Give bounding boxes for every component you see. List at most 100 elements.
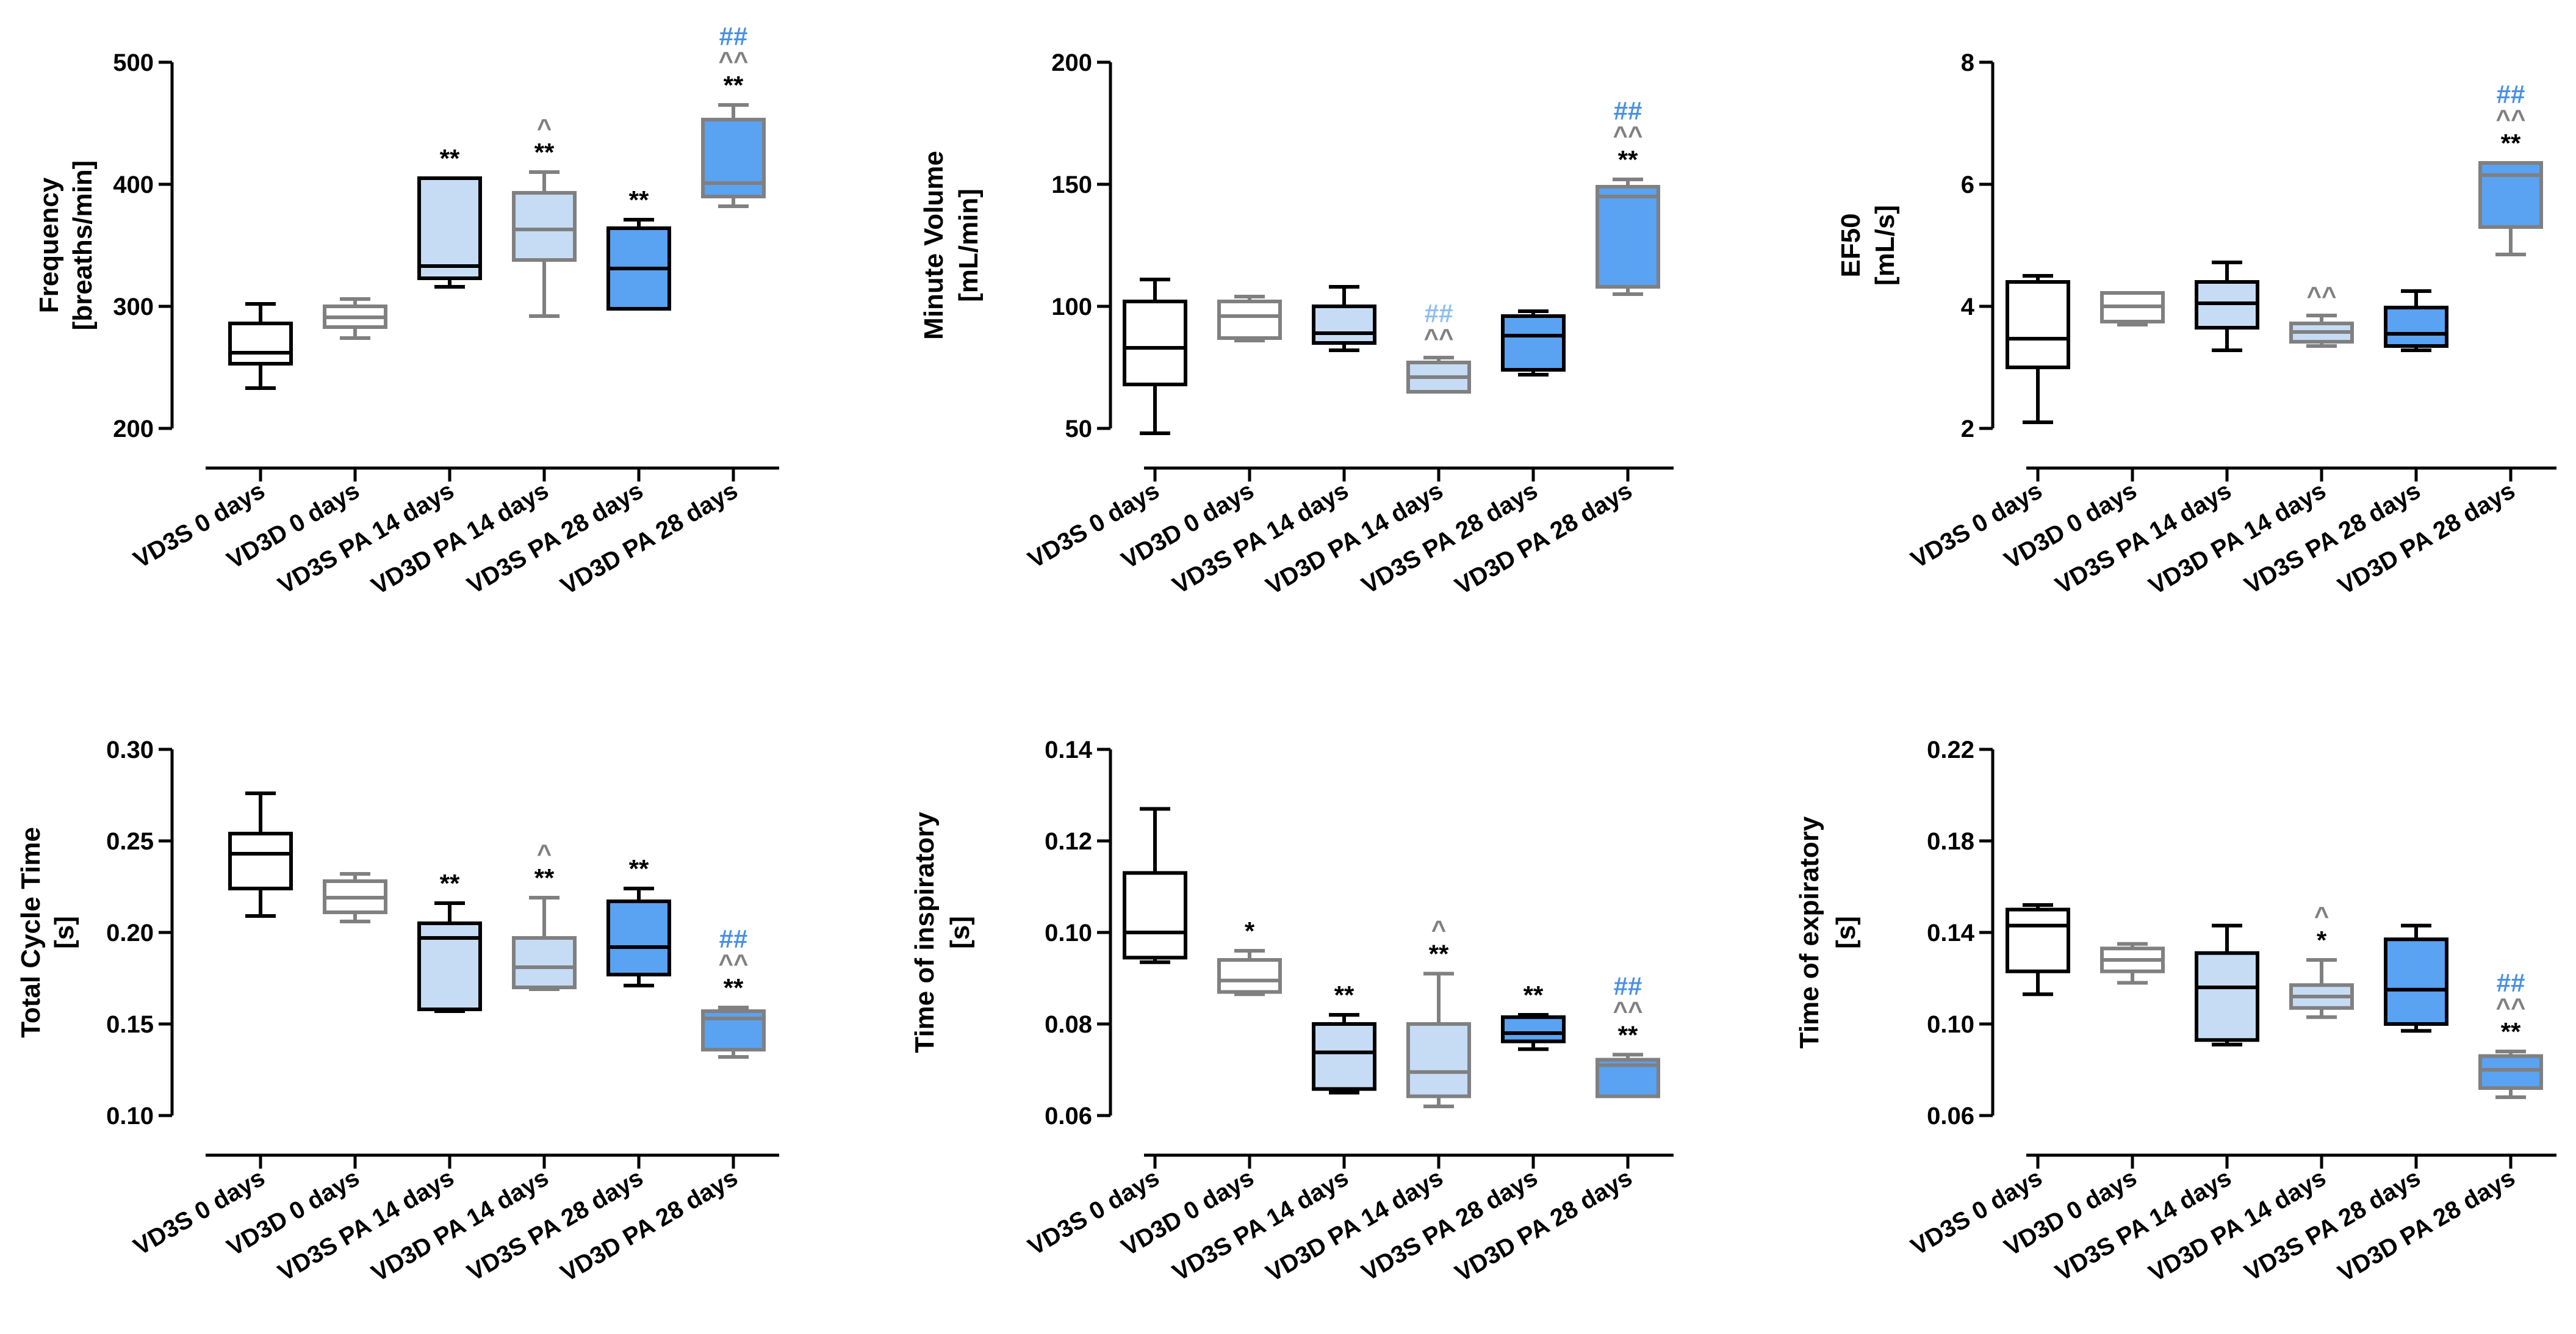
y-tick-label: 0.10	[106, 1103, 154, 1130]
significance-mark: **	[534, 138, 555, 167]
iqr-box	[1596, 185, 1660, 289]
panel-4: 0.10 0.15 0.20 0.25 0.30 Total Cycle Time [s] V…	[16, 737, 779, 1287]
x-tick-label: VD3S PA 28 days	[2240, 1164, 2425, 1286]
iqr-box	[2006, 907, 2070, 973]
significance-mark: **	[1429, 940, 1449, 968]
x-tick-label: VD3D PA 14 days	[367, 1164, 553, 1288]
y-tick-label: 150	[1051, 171, 1092, 198]
iqr-box	[606, 900, 671, 976]
x-tick-label: VD3S PA 28 days	[462, 1164, 647, 1286]
significance-mark: ^^	[2306, 281, 2336, 310]
significance-mark: **	[629, 186, 649, 214]
significance-mark: **	[1618, 145, 1638, 174]
box-6: **^^##	[2478, 968, 2543, 1099]
y-tick-label: 200	[113, 416, 154, 442]
x-tick-label: VD3S PA 28 days	[462, 477, 647, 599]
box-5: **	[606, 854, 671, 987]
iqr-box	[1501, 314, 1566, 372]
box-2	[323, 297, 387, 340]
y-tick-label: 0.25	[106, 828, 154, 855]
iqr-box	[1312, 305, 1376, 345]
significance-mark: ^	[2314, 901, 2330, 930]
box-3	[2195, 923, 2259, 1047]
y-tick-label: 2	[1961, 416, 1974, 442]
significance-mark: **	[440, 869, 460, 898]
y-tick-label: 0.06	[1927, 1103, 1974, 1130]
y-tick-label: 0.08	[1045, 1011, 1092, 1038]
significance-mark: ^	[537, 839, 552, 868]
y-axis-unit: [s]	[945, 916, 975, 949]
y-tick-label: 4	[1961, 294, 1975, 320]
y-tick-label: 0.20	[106, 920, 154, 946]
x-tick-label: VD3S PA 14 days	[2051, 477, 2236, 599]
x-tick-label: VD3D PA 28 days	[556, 477, 742, 600]
y-tick-label: 0.30	[106, 737, 154, 763]
x-tick-label: VD3D PA 28 days	[1450, 1164, 1636, 1288]
y-axis-unit: [s]	[1831, 916, 1861, 949]
significance-mark: **	[2501, 129, 2521, 157]
x-tick-label: VD3S PA 14 days	[273, 477, 458, 599]
significance-mark: ^	[537, 114, 552, 142]
significance-mark: ##	[719, 925, 748, 953]
box-1	[2006, 903, 2070, 997]
iqr-box	[1312, 1022, 1376, 1091]
x-tick-label: VD3D PA 28 days	[2333, 477, 2519, 600]
y-axis-label: Time of inspiratory	[910, 812, 940, 1053]
iqr-box	[1217, 300, 1282, 340]
x-tick-label: VD3D PA 14 days	[367, 477, 553, 600]
box-6: **^^##	[2478, 80, 2543, 256]
y-tick-label: 50	[1065, 416, 1093, 442]
iqr-box	[701, 118, 766, 198]
x-tick-label: VD3S PA 14 days	[2051, 1164, 2236, 1286]
x-tick-label: VD3D PA 28 days	[556, 1164, 742, 1288]
iqr-box	[2384, 306, 2448, 348]
significance-mark: **	[534, 863, 555, 892]
box-3: **	[417, 869, 482, 1013]
panel-6: 0.06 0.10 0.14 0.18 0.22 Time of expiratory [s…	[1794, 737, 2556, 1287]
box-4: **^	[1406, 915, 1471, 1108]
y-tick-label: 8	[1961, 49, 1974, 76]
significance-mark: ##	[2497, 80, 2525, 109]
iqr-box	[2478, 161, 2543, 229]
iqr-box	[228, 322, 293, 366]
box-3: **	[417, 144, 482, 289]
iqr-box	[228, 832, 293, 890]
y-axis-label: Minute Volume	[919, 151, 949, 340]
iqr-box	[1123, 871, 1187, 960]
significance-mark: *	[2317, 926, 2327, 954]
box-5	[2384, 289, 2448, 352]
significance-mark: ^	[1431, 915, 1447, 944]
significance-mark: ##	[1614, 96, 1642, 125]
y-axis-label: Frequency	[34, 177, 64, 313]
x-tick-label: VD3D PA 14 days	[2144, 1164, 2330, 1288]
significance-mark: **	[1618, 1020, 1638, 1049]
iqr-box	[2384, 937, 2448, 1026]
x-tick-label: VD3S PA 14 days	[1168, 1164, 1353, 1286]
significance-mark: ##	[719, 22, 748, 51]
iqr-box	[512, 936, 577, 989]
iqr-box	[1501, 1015, 1566, 1044]
y-tick-label: 300	[113, 294, 154, 320]
box-1	[228, 791, 293, 918]
significance-mark: ##	[1614, 972, 1642, 1000]
y-axis-unit: [breaths/min]	[68, 160, 98, 331]
y-axis-label: Time of expiratory	[1794, 816, 1824, 1048]
significance-mark: ^^	[1613, 996, 1642, 1025]
box-2	[2100, 291, 2165, 326]
significance-mark: ##	[1425, 299, 1453, 328]
significance-mark: **	[440, 144, 460, 173]
y-tick-label: 500	[113, 49, 154, 76]
box-6: **^^##	[1596, 972, 1660, 1098]
iqr-box	[417, 176, 482, 280]
box-2	[1217, 295, 1282, 342]
box-4: *^	[2289, 901, 2354, 1019]
box-5: **	[1501, 981, 1566, 1051]
panel-5: 0.06 0.08 0.10 0.12 0.14 Time of inspiratory[…	[910, 737, 1674, 1287]
y-tick-label: 200	[1051, 49, 1092, 76]
box-5	[2384, 923, 2448, 1033]
significance-mark: ##	[2497, 968, 2525, 997]
y-tick-label: 6	[1961, 171, 1974, 198]
box-4: **^	[512, 114, 577, 318]
